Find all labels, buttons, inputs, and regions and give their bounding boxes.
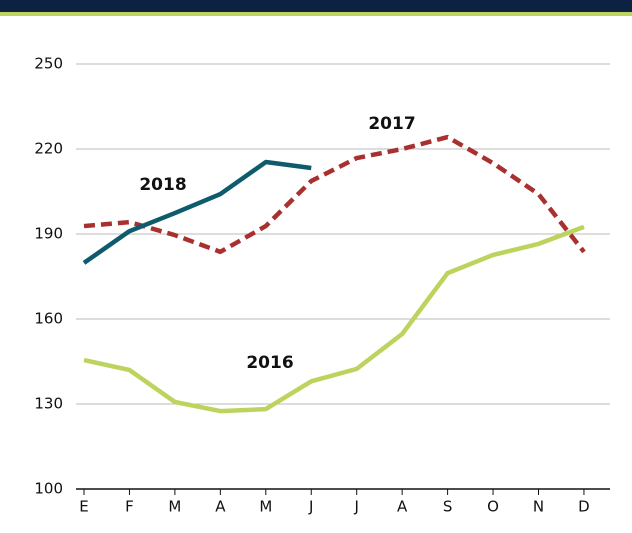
x-tick-label: S: [443, 498, 453, 516]
y-tick-label: 250: [34, 55, 63, 73]
series-line: [83, 224, 585, 414]
series-label: 2018: [139, 175, 186, 195]
x-tick-label: D: [578, 498, 590, 516]
x-tick-label: A: [215, 498, 226, 516]
series-label: 2016: [246, 353, 293, 373]
top-band: [0, 0, 632, 12]
y-tick-label: 130: [34, 395, 63, 413]
y-tick-label: 220: [34, 140, 63, 158]
y-tick-label: 100: [34, 480, 63, 498]
x-tick-label: M: [168, 498, 181, 516]
x-tick-label: N: [533, 498, 544, 516]
x-tick-label: F: [125, 498, 134, 516]
series-line: [83, 134, 586, 255]
x-tick-label: J: [353, 498, 358, 516]
y-tick-label: 190: [34, 225, 63, 243]
y-tick-label: 160: [34, 310, 63, 328]
series-line: [82, 159, 312, 265]
x-tick-label: J: [308, 498, 313, 516]
x-tick-label: A: [397, 498, 408, 516]
series-label: 2017: [368, 114, 415, 134]
x-tick-label: M: [259, 498, 272, 516]
x-tick-label: O: [487, 498, 499, 516]
top-stripe: [0, 12, 632, 16]
x-tick-label: E: [79, 498, 88, 516]
